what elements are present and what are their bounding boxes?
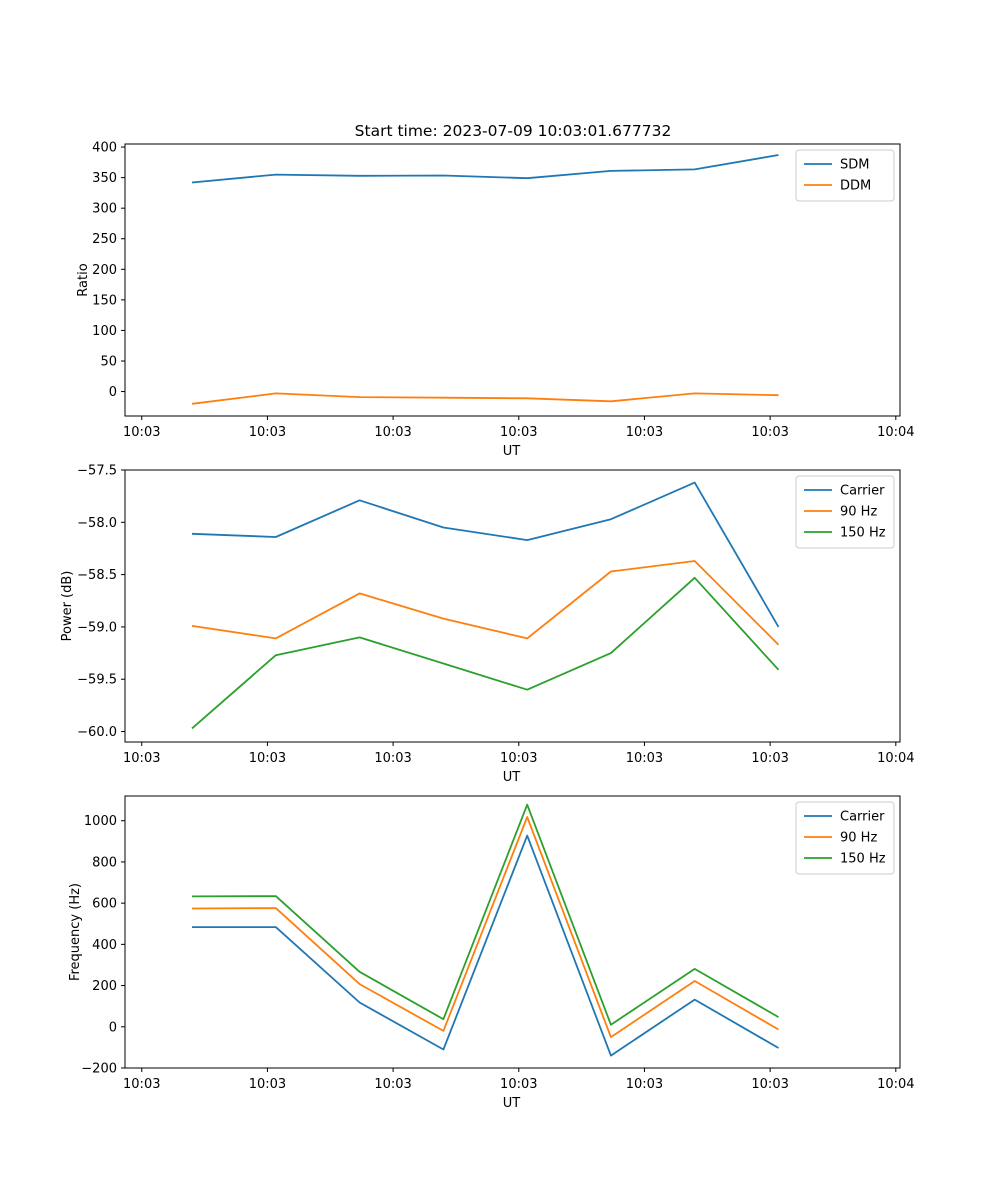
legend: Carrier 90 Hz 150 Hz (795, 475, 895, 549)
axes-frame (124, 795, 901, 1069)
axes-frame (124, 143, 901, 417)
series-line-ddm (191, 392, 779, 405)
legend-box (795, 149, 895, 202)
x-tick-label: 10:03 (751, 1077, 788, 1092)
y-axis-label: Power (dB) (60, 571, 75, 642)
y-tick-label: −58.5 (77, 568, 117, 583)
legend-label: 90 Hz (840, 505, 877, 520)
x-tick-label: 10:03 (500, 425, 537, 440)
x-axis-label: UT (503, 1096, 521, 1111)
y-tick-label: 1000 (84, 814, 117, 829)
y-tick-label: 250 (92, 232, 117, 247)
x-tick-label: 10:03 (626, 425, 663, 440)
legend-label: SDM (840, 158, 869, 173)
legend-label: 90 Hz (840, 831, 877, 846)
legend-label: 150 Hz (840, 852, 886, 867)
legend: Carrier 90 Hz 150 Hz (795, 801, 895, 875)
y-tick-label: 800 (92, 855, 117, 870)
y-axis-label: Ratio (76, 263, 91, 296)
y-tick-label: 150 (92, 293, 117, 308)
legend-label: Carrier (840, 484, 885, 499)
x-tick-label: 10:03 (751, 425, 788, 440)
y-tick-label: 200 (92, 979, 117, 994)
chart-panel-1: 10:03 10:03 10:03 10:03 10:03 10:03 10:04 UT 0 50… (76, 141, 915, 459)
x-tick-label: 10:03 (123, 1077, 160, 1092)
x-tick-label: 10:03 (374, 425, 411, 440)
series-line-150-hz (191, 803, 779, 1026)
x-tick-label: 10:03 (123, 425, 160, 440)
x-tick-label: 10:03 (249, 425, 286, 440)
axes-frame (124, 469, 901, 743)
y-tick-label: 400 (92, 938, 117, 953)
series-line-150-hz (191, 576, 780, 730)
legend-label: DDM (840, 179, 871, 194)
x-tick-label: 10:03 (500, 1077, 537, 1092)
legend: SDM DDM (795, 149, 895, 202)
legend-box (795, 801, 895, 875)
x-tick-label: 10:03 (249, 751, 286, 766)
y-tick-label: −200 (81, 1062, 117, 1077)
y-tick-label: −57.5 (77, 464, 117, 479)
x-tick-label: 10:03 (374, 1077, 411, 1092)
x-tick-label: 10:03 (123, 751, 160, 766)
figure-title: Start time: 2023-07-09 10:03:01.677732 (355, 122, 672, 140)
y-tick-label: 0 (109, 385, 117, 400)
legend-label: 150 Hz (840, 526, 886, 541)
series-line-carrier (192, 834, 779, 1057)
y-tick-label: −59.5 (77, 673, 117, 688)
legend-box (795, 475, 895, 549)
chart-panel-2: 10:03 10:03 10:03 10:03 10:03 10:03 10:04 UT −60… (60, 464, 915, 786)
y-tick-label: 300 (92, 202, 117, 217)
x-tick-label: 10:03 (626, 1077, 663, 1092)
x-tick-label: 10:03 (751, 751, 788, 766)
x-tick-label: 10:03 (374, 751, 411, 766)
series-line-90-hz (191, 560, 780, 646)
x-tick-label: 10:03 (500, 751, 537, 766)
x-axis-label: UT (503, 444, 521, 459)
x-tick-label: 10:03 (249, 1077, 286, 1092)
x-tick-label: 10:04 (877, 751, 914, 766)
y-tick-label: −58.0 (77, 516, 117, 531)
x-tick-label: 10:04 (877, 425, 914, 440)
y-tick-label: 0 (109, 1020, 117, 1035)
y-axis-label: Frequency (Hz) (68, 883, 83, 981)
y-tick-label: 350 (92, 171, 117, 186)
y-tick-label: 600 (92, 897, 117, 912)
y-tick-label: 50 (100, 354, 117, 369)
y-tick-label: −59.0 (77, 620, 117, 635)
x-tick-label: 10:04 (877, 1077, 914, 1092)
y-tick-label: 200 (92, 263, 117, 278)
x-tick-label: 10:03 (626, 751, 663, 766)
y-tick-label: 100 (92, 324, 117, 339)
chart-panel-3: 10:03 10:03 10:03 10:03 10:03 10:03 10:04 UT −20… (68, 795, 915, 1111)
series-line-carrier (191, 481, 780, 628)
x-axis-label: UT (503, 770, 521, 785)
y-tick-label: −60.0 (77, 725, 117, 740)
panels: 10:03 10:03 10:03 10:03 10:03 10:03 10:04 UT 0 50… (60, 141, 915, 1111)
legend-label: Carrier (840, 810, 885, 825)
y-tick-label: 400 (92, 141, 117, 156)
series-line-90-hz (191, 816, 779, 1038)
series-line-sdm (191, 154, 779, 184)
